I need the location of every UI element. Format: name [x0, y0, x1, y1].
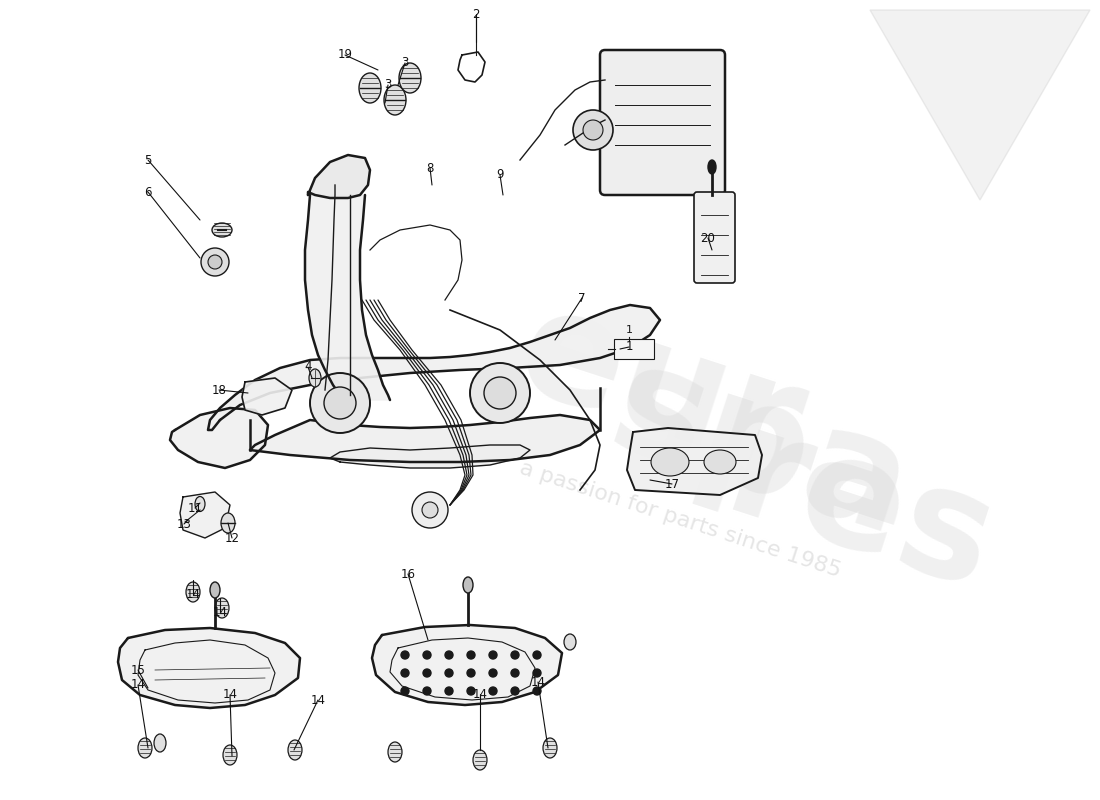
Ellipse shape — [221, 513, 235, 533]
Text: 14: 14 — [222, 689, 238, 702]
Ellipse shape — [138, 738, 152, 758]
Circle shape — [512, 687, 519, 695]
Circle shape — [424, 651, 431, 659]
Text: 14: 14 — [131, 678, 145, 691]
Circle shape — [412, 492, 448, 528]
Ellipse shape — [212, 223, 232, 237]
Text: 3: 3 — [402, 57, 409, 70]
Ellipse shape — [473, 750, 487, 770]
Text: 5: 5 — [144, 154, 152, 166]
Ellipse shape — [704, 450, 736, 474]
Text: 14: 14 — [310, 694, 326, 706]
FancyBboxPatch shape — [600, 50, 725, 195]
Ellipse shape — [195, 497, 205, 511]
Circle shape — [402, 651, 409, 659]
Text: 9: 9 — [496, 169, 504, 182]
Text: 1: 1 — [626, 325, 632, 335]
Ellipse shape — [309, 369, 321, 387]
Polygon shape — [242, 378, 292, 415]
Circle shape — [534, 687, 541, 695]
Text: 3: 3 — [384, 78, 392, 91]
Text: 4: 4 — [305, 361, 311, 374]
Circle shape — [208, 255, 222, 269]
FancyBboxPatch shape — [614, 339, 654, 359]
Text: eur: eur — [500, 274, 820, 506]
Text: 14: 14 — [186, 589, 200, 602]
Text: 14: 14 — [473, 687, 487, 701]
FancyBboxPatch shape — [694, 192, 735, 283]
Ellipse shape — [463, 577, 473, 593]
Circle shape — [583, 120, 603, 140]
Circle shape — [446, 687, 453, 695]
Text: 2: 2 — [472, 7, 480, 21]
Ellipse shape — [388, 742, 401, 762]
Text: 18: 18 — [211, 383, 227, 397]
Circle shape — [402, 669, 409, 677]
Text: 14: 14 — [530, 675, 546, 689]
Text: 17: 17 — [664, 478, 680, 490]
Text: 13: 13 — [177, 518, 191, 530]
Text: 7: 7 — [579, 291, 585, 305]
Circle shape — [468, 651, 475, 659]
Text: 6: 6 — [144, 186, 152, 198]
Ellipse shape — [288, 740, 302, 760]
Ellipse shape — [708, 160, 716, 174]
Polygon shape — [180, 492, 230, 538]
Text: 11: 11 — [187, 502, 202, 514]
Ellipse shape — [223, 745, 236, 765]
Text: a passion for parts since 1985: a passion for parts since 1985 — [517, 458, 844, 582]
Circle shape — [324, 387, 356, 419]
Polygon shape — [305, 195, 390, 400]
Polygon shape — [372, 625, 562, 705]
Ellipse shape — [399, 63, 421, 93]
Ellipse shape — [214, 598, 229, 618]
Ellipse shape — [543, 738, 557, 758]
Circle shape — [468, 687, 475, 695]
Circle shape — [512, 651, 519, 659]
Ellipse shape — [154, 734, 166, 752]
Circle shape — [424, 669, 431, 677]
Polygon shape — [118, 628, 300, 708]
Circle shape — [534, 651, 541, 659]
Circle shape — [512, 669, 519, 677]
Text: 1: 1 — [625, 341, 632, 354]
Polygon shape — [208, 305, 660, 430]
Text: res: res — [708, 398, 1011, 622]
Circle shape — [446, 669, 453, 677]
Circle shape — [424, 687, 431, 695]
Polygon shape — [250, 415, 600, 462]
Circle shape — [484, 377, 516, 409]
Circle shape — [490, 651, 497, 659]
Polygon shape — [308, 155, 370, 198]
Circle shape — [201, 248, 229, 276]
Text: 15: 15 — [131, 663, 145, 677]
Circle shape — [468, 669, 475, 677]
Circle shape — [402, 687, 409, 695]
Circle shape — [310, 373, 370, 433]
Circle shape — [446, 651, 453, 659]
Text: 8: 8 — [427, 162, 433, 174]
Circle shape — [422, 502, 438, 518]
Ellipse shape — [186, 582, 200, 602]
Polygon shape — [330, 445, 530, 468]
Circle shape — [470, 363, 530, 423]
Ellipse shape — [359, 73, 381, 103]
Text: spa: spa — [593, 332, 927, 568]
Polygon shape — [627, 428, 762, 495]
Text: 19: 19 — [338, 49, 352, 62]
Polygon shape — [170, 408, 268, 468]
Ellipse shape — [210, 582, 220, 598]
Circle shape — [490, 669, 497, 677]
Circle shape — [573, 110, 613, 150]
Text: 20: 20 — [701, 231, 715, 245]
Text: 14: 14 — [212, 606, 228, 618]
Ellipse shape — [384, 85, 406, 115]
Ellipse shape — [564, 634, 576, 650]
Circle shape — [534, 669, 541, 677]
Polygon shape — [870, 10, 1090, 200]
Circle shape — [490, 687, 497, 695]
Text: 12: 12 — [224, 531, 240, 545]
Ellipse shape — [651, 448, 689, 476]
Text: 16: 16 — [400, 567, 416, 581]
